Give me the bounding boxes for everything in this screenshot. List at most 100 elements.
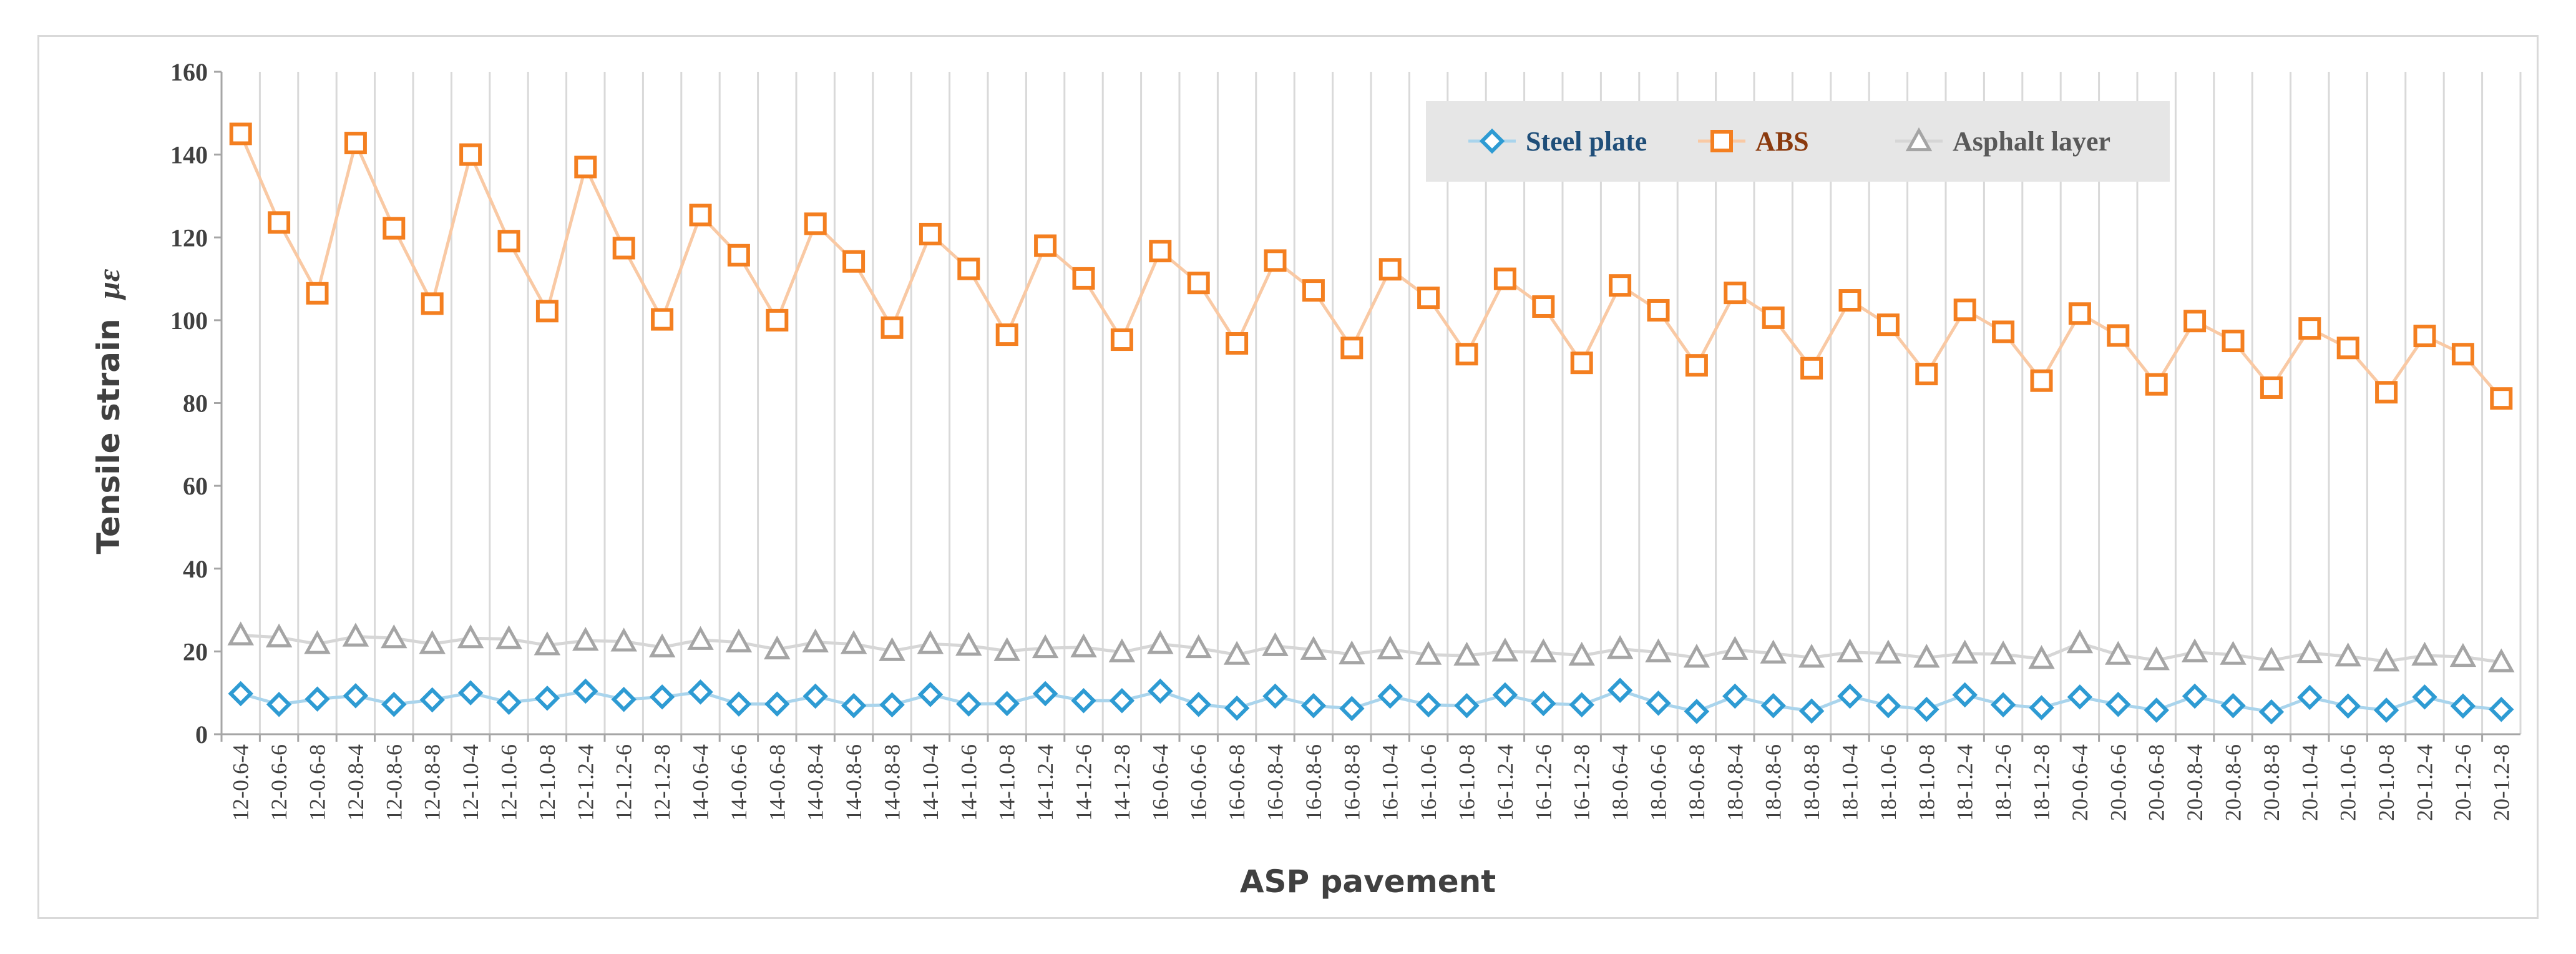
data-point-abs [1762,306,1785,329]
data-point-abs [1609,274,1632,297]
legend-item-steel-plate: Steel plate [1468,126,1647,157]
legend-item-abs: ABS [1698,126,1809,157]
data-point-abs [651,308,674,331]
y-tick-label: 20 [183,637,208,666]
x-tick-label: 20-0.6-4 [2067,744,2092,821]
data-point-abs [919,222,942,245]
data-point-steel-plate [1914,696,1939,722]
data-point-steel-plate [419,687,445,713]
data-point-asphalt-layer [1606,635,1634,659]
x-tick-label: 20-1.0-6 [2336,744,2361,821]
data-point-steel-plate [2067,684,2093,710]
y-tick-label: 40 [183,555,208,583]
data-point-asphalt-layer [2143,646,2170,671]
x-tick-label: 16-0.6-4 [1148,744,1173,821]
x-tick-label: 16-1.0-6 [1416,744,1441,821]
x-tick-label: 12-1.0-6 [497,744,522,821]
data-point-steel-plate [1415,692,1442,718]
gridlines [220,72,2522,734]
x-tick-label: 16-1.2-6 [1531,744,1556,821]
data-point-steel-plate [2489,696,2514,722]
legend-marker-abs [1710,130,1733,152]
data-point-abs [727,243,750,267]
data-point-steel-plate [879,692,905,718]
data-point-asphalt-layer [610,627,637,652]
data-point-asphalt-layer [802,628,829,652]
data-point-steel-plate [917,682,944,707]
x-tick-label: 14-1.0-4 [918,744,943,821]
data-point-asphalt-layer [1185,634,1212,659]
data-point-abs [574,155,597,179]
data-point-steel-plate [1837,683,1863,709]
data-point-steel-plate [1569,692,1594,718]
data-point-abs [1226,332,1249,355]
data-point-steel-plate [573,678,598,704]
data-point-asphalt-layer [572,626,599,651]
data-point-asphalt-layer [1760,639,1787,664]
x-tick-label: 14-0.8-6 [841,744,866,821]
data-point-asphalt-layer [1339,640,1365,665]
data-point-asphalt-layer [304,630,331,654]
data-point-asphalt-layer [2296,639,2323,664]
data-point-steel-plate [803,683,828,709]
data-point-asphalt-layer [1683,644,1710,668]
data-point-abs [421,292,444,315]
y-axis-unit-symbol: με [91,268,126,301]
data-point-asphalt-layer [1377,635,1403,660]
data-point-asphalt-layer [457,624,484,649]
data-point-asphalt-layer [2411,641,2438,666]
data-point-asphalt-layer [534,631,561,656]
data-point-abs [535,300,559,323]
data-point-abs [2336,337,2359,360]
x-tick-label: 12-1.2-6 [612,744,637,821]
data-point-abs [842,250,866,273]
line-chart: 0 20 40 60 80 100 120 140 160 12-0.6-4 12-0.6-6 12-… [90,58,2522,900]
data-point-abs [2451,343,2474,366]
x-tick-label: 14-0.8-8 [880,744,905,821]
x-tick-label: 20-0.8-6 [2221,744,2246,821]
data-point-abs [1992,320,2015,343]
x-tick-label: 16-0.6-8 [1224,744,1249,821]
x-tick-label: 16-1.0-8 [1455,744,1480,821]
y-axis-title: Tensile strain με [90,268,127,554]
data-point-steel-plate [611,687,637,712]
data-point-asphalt-layer [1415,641,1442,665]
data-point-asphalt-layer [1300,636,1327,660]
data-point-steel-plate [1492,682,1518,708]
legend-marker-asphalt-layer [1905,127,1933,152]
legend-box [1426,101,2170,182]
data-point-asphalt-layer [1070,633,1097,657]
data-point-steel-plate [956,691,982,717]
y-tick-label: 100 [170,307,208,335]
x-tick-label: 18-1.0-8 [1914,744,1939,821]
data-point-asphalt-layer [955,631,982,656]
data-point-asphalt-layer [1530,638,1557,662]
x-tick-label: 18-0.8-8 [1799,744,1824,821]
data-point-asphalt-layer [1453,641,1480,666]
data-point-steel-plate [1684,699,1710,724]
data-point-asphalt-layer [495,625,522,649]
x-tick-label: 12-0.8-6 [381,744,406,821]
data-point-abs [2222,330,2245,353]
data-point-steel-plate [1071,688,1096,714]
data-point-steel-plate [994,691,1020,717]
data-point-abs [2413,325,2436,348]
x-tick-label: 20-1.0-8 [2374,744,2399,821]
y-axis-title-text: Tensile strain [90,318,127,554]
y-tick-label: 60 [183,472,208,500]
data-point-steel-plate [1531,691,1556,717]
data-point-abs [612,237,635,260]
data-point-abs [383,217,406,240]
x-tick-label: 14-0.8-4 [803,744,828,821]
x-axis-title: ASP pavement [1240,863,1496,900]
x-tick-label: 14-1.0-8 [995,744,1020,821]
y-tick-label: 160 [170,58,208,86]
data-point-steel-plate [1186,692,1211,717]
data-point-steel-plate [343,683,369,709]
data-point-steel-plate [2029,695,2054,720]
data-point-abs [689,204,712,227]
data-point-asphalt-layer [1645,638,1672,662]
x-tick-label: 18-0.8-4 [1722,744,1747,821]
data-point-steel-plate [2335,693,2361,719]
data-point-abs [766,308,789,332]
